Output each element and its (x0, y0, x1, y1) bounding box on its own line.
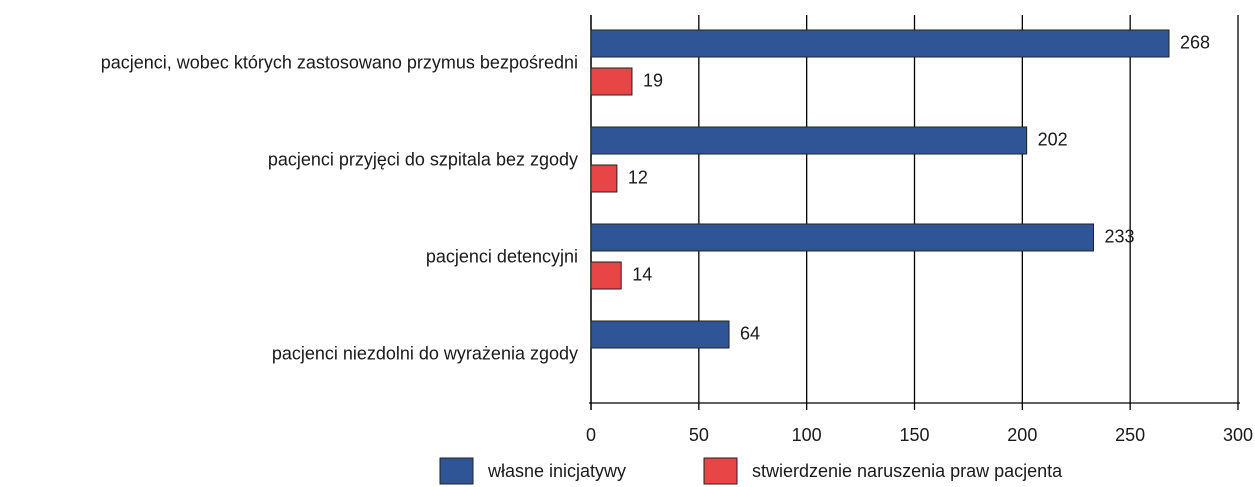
value-label: 14 (632, 264, 652, 284)
x-tick-label: 200 (1007, 425, 1037, 445)
y-tick-label: pacjenci niezdolni do wyrażenia zgody (272, 343, 578, 363)
legend-swatch (439, 457, 474, 485)
bar (590, 320, 730, 349)
y-tick-label: pacjenci przyjęci do szpitala bez zgody (268, 149, 578, 169)
x-tick-label: 100 (792, 425, 822, 445)
legend-label: stwierdzenie naruszenia praw pacjenta (752, 461, 1063, 481)
bar (590, 223, 1095, 252)
bar (590, 261, 622, 290)
x-tick-label: 0 (586, 425, 596, 445)
legend-swatch (703, 457, 738, 485)
legend-label: własne inicjatywy (487, 461, 626, 481)
x-tick-label: 150 (899, 425, 929, 445)
x-tick-label: 250 (1115, 425, 1145, 445)
bar (590, 67, 633, 96)
value-label: 233 (1105, 226, 1135, 246)
y-tick-label: pacjenci, wobec których zastosowano przy… (101, 52, 578, 72)
bar (590, 126, 1028, 155)
bar (590, 164, 618, 193)
value-label: 64 (740, 323, 760, 343)
x-tick-label: 50 (689, 425, 709, 445)
x-tick-label: 300 (1223, 425, 1253, 445)
value-label: 202 (1038, 129, 1068, 149)
value-label: 19 (643, 70, 663, 90)
value-label: 268 (1180, 32, 1210, 52)
y-tick-label: pacjenci detencyjni (426, 246, 578, 266)
bar (590, 29, 1170, 58)
value-label: 12 (628, 167, 648, 187)
